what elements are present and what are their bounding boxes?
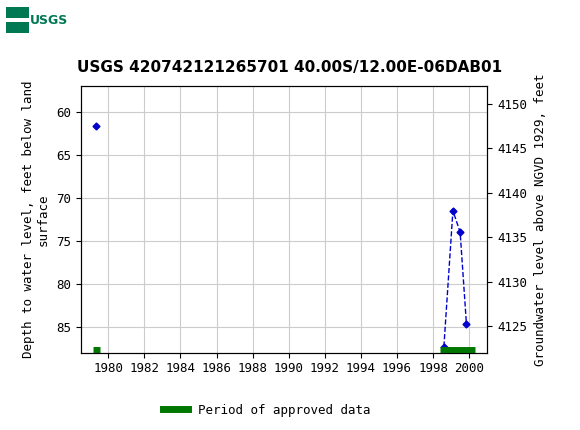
Text: USGS 420742121265701 40.00S/12.00E-06DAB01: USGS 420742121265701 40.00S/12.00E-06DAB…	[78, 60, 502, 75]
Text: USGS: USGS	[30, 14, 68, 27]
Bar	[6, 4, 99, 37]
Bar	[6, 7, 29, 18]
Bar	[6, 22, 29, 34]
Y-axis label: Depth to water level, feet below land
surface: Depth to water level, feet below land su…	[21, 80, 49, 358]
Y-axis label: Groundwater level above NGVD 1929, feet: Groundwater level above NGVD 1929, feet	[534, 73, 547, 366]
Legend: Period of approved data: Period of approved data	[158, 399, 376, 421]
